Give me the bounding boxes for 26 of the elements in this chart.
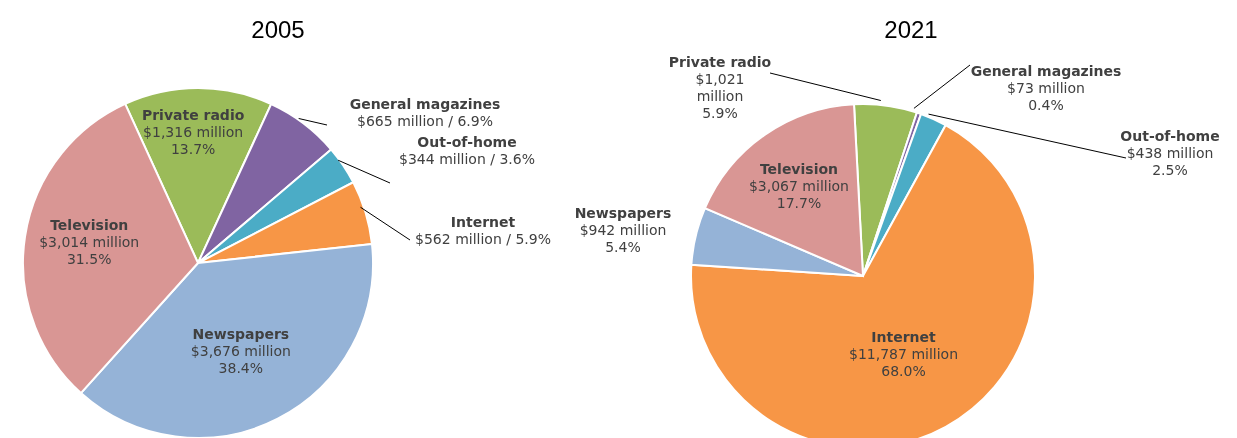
data-label: $73 million 0.4% xyxy=(1007,79,1085,113)
data-label: $438 million 2.5% xyxy=(1126,144,1214,178)
chart-title: 2005 xyxy=(251,16,305,44)
slice-label: Internet xyxy=(871,328,937,345)
slice-label: Newspapers xyxy=(574,204,672,221)
slice-label: Out-of-home xyxy=(1120,127,1220,144)
data-label: $1,316 million 13.7% xyxy=(143,123,244,157)
data-label: $3,014 million 31.5% xyxy=(39,234,140,268)
data-label: $665 million / 6.9% xyxy=(357,113,493,130)
chart-title: 2021 xyxy=(884,16,938,44)
slice-label: Television xyxy=(759,161,839,178)
slice-label: General magazines xyxy=(970,62,1122,79)
slice-label: Television xyxy=(50,217,129,234)
slice-label: Private radio xyxy=(668,54,772,71)
data-label: $344 million / 3.6% xyxy=(399,151,535,168)
slice-label: Out-of-home xyxy=(417,134,517,151)
data-label: $11,787 million 68.0% xyxy=(849,345,959,379)
slice-label: Newspapers xyxy=(192,326,290,343)
data-label: $562 million / 5.9% xyxy=(415,231,551,248)
slice-label: General magazines xyxy=(349,96,501,113)
slice-label: Internet xyxy=(450,214,516,231)
data-label: $3,676 million 38.4% xyxy=(190,343,291,377)
data-label: $942 million 5.4% xyxy=(579,221,667,255)
data-label: $3,067 million 17.7% xyxy=(748,178,850,212)
data-label: $1,021 million 5.9% xyxy=(695,71,745,122)
slice-label: Private radio xyxy=(141,106,245,123)
